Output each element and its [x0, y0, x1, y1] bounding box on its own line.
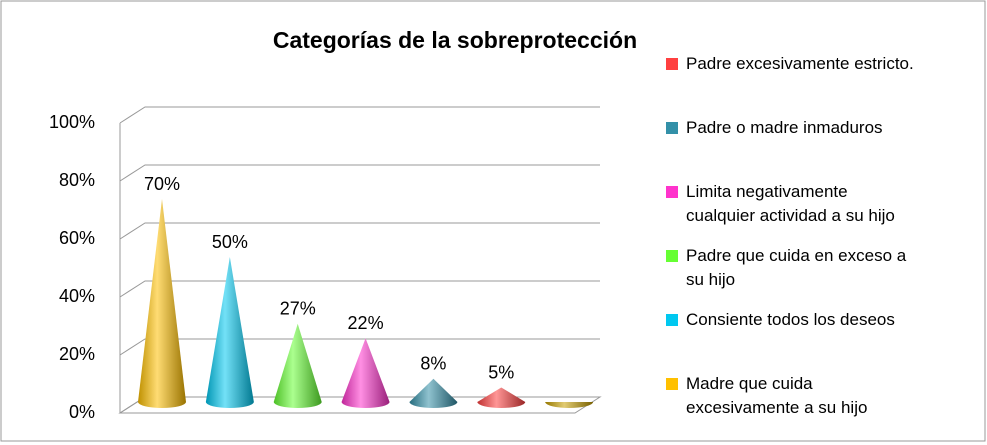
legend-item: Padre que cuida en exceso a su hijo — [666, 244, 916, 292]
grid-line — [119, 222, 600, 240]
cone — [409, 378, 458, 408]
cone — [477, 387, 526, 408]
value-label: 27% — [280, 298, 316, 318]
y-tick-label: 20% — [59, 344, 95, 364]
y-tick-label: 60% — [59, 228, 95, 248]
legend-item: Padre excesivamente estricto. — [666, 52, 916, 76]
legend-label: Padre excesivamente estricto. — [686, 54, 914, 73]
grid-line — [119, 338, 600, 356]
legend-label: Madre que cuida excesivamente a su hijo — [686, 374, 868, 417]
value-label: 8% — [420, 354, 446, 374]
legend-swatch — [666, 122, 678, 134]
grid-line — [119, 106, 600, 124]
value-label: 70% — [144, 174, 180, 194]
value-label: 22% — [348, 313, 384, 333]
value-label: 5% — [488, 362, 514, 382]
legend-swatch — [666, 378, 678, 390]
legend-label: Limita negativamente cualquier actividad… — [686, 182, 895, 225]
legend-label: Consiente todos los deseos — [686, 310, 895, 329]
cone — [545, 402, 594, 408]
legend-label: Padre que cuida en exceso a su hijo — [686, 246, 907, 289]
legend-swatch — [666, 314, 678, 326]
grid-line — [119, 280, 600, 298]
y-tick-label: 80% — [59, 170, 95, 190]
legend-swatch — [666, 58, 678, 70]
y-tick-label: 100% — [49, 112, 95, 132]
legend-item: Limita negativamente cualquier actividad… — [666, 180, 916, 228]
grid-line — [119, 164, 600, 182]
legend-swatch — [666, 250, 678, 262]
legend-label: Padre o madre inmaduros — [686, 118, 883, 137]
y-tick-label: 40% — [59, 286, 95, 306]
legend-item: Padre o madre inmaduros — [666, 116, 916, 140]
legend-item: Consiente todos los deseos — [666, 308, 916, 332]
y-tick-label: 0% — [69, 402, 95, 422]
cone — [205, 257, 254, 408]
legend-item: Madre que cuida excesivamente a su hijo — [666, 372, 916, 420]
cone — [138, 199, 186, 408]
value-label: 50% — [212, 232, 248, 252]
legend-swatch — [666, 186, 678, 198]
cone — [273, 323, 322, 408]
chart-title: Categorías de la sobreprotección — [273, 27, 637, 53]
cone — [341, 338, 390, 408]
